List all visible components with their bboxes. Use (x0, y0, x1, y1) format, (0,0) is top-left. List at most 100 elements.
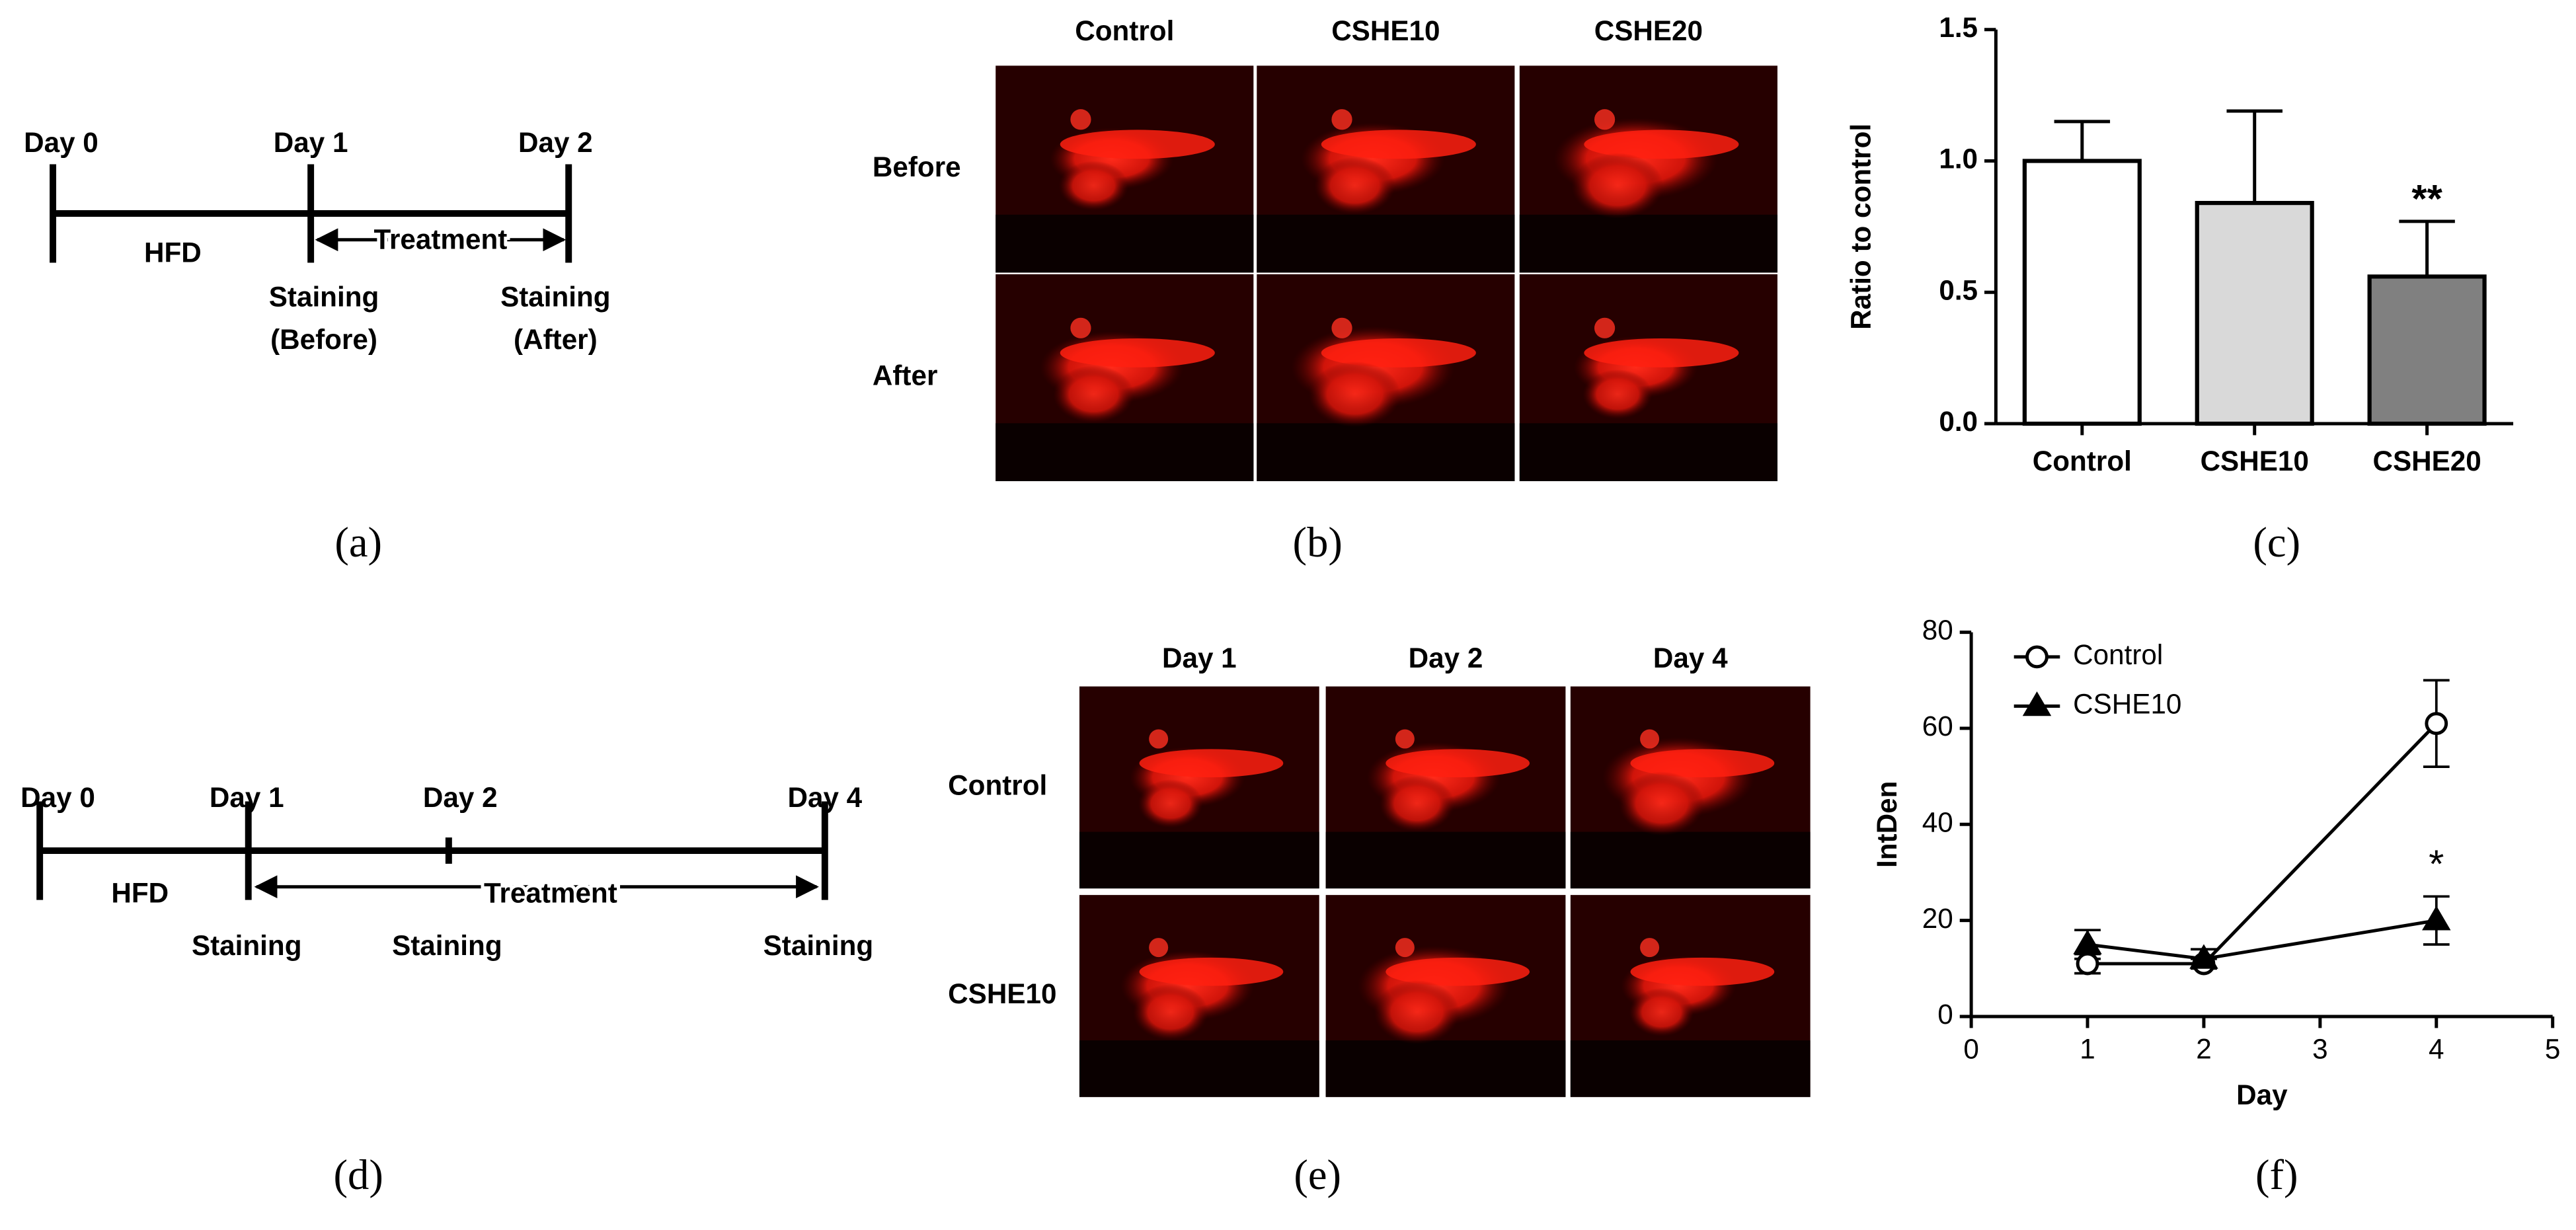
legend-label: CSHE10 (2073, 689, 2181, 720)
fluorescence (1053, 365, 1134, 424)
micrograph (1519, 65, 1777, 273)
phase-label: HFD (111, 877, 169, 908)
marker (2025, 645, 2049, 669)
column-header: Day 1 (1162, 642, 1237, 673)
micrograph (1079, 686, 1319, 889)
fluorescence (1314, 157, 1395, 215)
y-tick-label: 0 (1937, 999, 1953, 1030)
day-label: Day 2 (423, 782, 498, 813)
y-tick-label: 20 (1922, 903, 1953, 934)
image-shade (1519, 214, 1777, 273)
panel-label: (d) (334, 1151, 383, 1198)
marker (2425, 712, 2448, 736)
fluorescence (1321, 130, 1476, 159)
fluorescence (1584, 338, 1739, 367)
fluorescence (1395, 729, 1415, 749)
marker (2189, 944, 2218, 969)
fluorescence (1594, 109, 1616, 130)
panel-label: (e) (1294, 1151, 1341, 1198)
x-tick-label: 1 (2080, 1033, 2095, 1064)
y-tick-label: 1.5 (1939, 12, 1978, 43)
fluorescence (1395, 938, 1415, 958)
day-label: Day 2 (518, 127, 593, 158)
y-tick-label: 40 (1922, 806, 1953, 837)
x-axis-label: Day (2236, 1079, 2288, 1110)
y-tick-label: 0.0 (1939, 406, 1978, 437)
x-tick-label: 0 (1963, 1033, 1978, 1064)
day-label: Day 0 (20, 782, 95, 813)
column-header: Day 4 (1653, 642, 1728, 673)
marker (2076, 952, 2099, 976)
panel-label: (b) (1293, 518, 1343, 566)
fluorescence (1584, 130, 1739, 159)
x-tick-label: Control (2033, 445, 2132, 477)
marker (2422, 905, 2451, 931)
micrograph (1257, 65, 1515, 273)
micrograph (1325, 686, 1566, 889)
fluorescence (1139, 957, 1284, 986)
micrograph (1325, 895, 1566, 1097)
staining-label: Staining (500, 281, 611, 312)
row-label: CSHE10 (948, 978, 1056, 1009)
day-label: Day 1 (274, 127, 348, 158)
staining-label: (After) (514, 324, 598, 355)
staining-label: Staining (763, 930, 874, 961)
panel-label: (a) (334, 518, 382, 566)
image-shade (1079, 831, 1319, 889)
fluorescence (1139, 749, 1284, 778)
bar (2195, 200, 2314, 426)
fluorescence (1571, 153, 1664, 219)
phase-label: Treatment (374, 223, 508, 254)
staining-label: (Before) (270, 324, 377, 355)
y-axis-label: IntDen (1871, 781, 1902, 868)
fluorescence (1594, 317, 1616, 338)
day-label: Day 4 (787, 782, 862, 813)
fluorescence (1379, 775, 1455, 832)
column-header: Day 2 (1409, 642, 1483, 673)
micrograph (1570, 686, 1811, 889)
fluorescence (1331, 109, 1352, 130)
image-shade (1257, 214, 1515, 273)
row-label: After (873, 360, 938, 391)
significance: ** (2411, 176, 2442, 221)
fluorescence (1070, 109, 1091, 130)
day-label: Day 0 (24, 127, 98, 158)
row-label: Before (873, 151, 961, 182)
image-shade (995, 214, 1254, 273)
fluorescence (1582, 369, 1653, 420)
fluorescence (1629, 987, 1694, 1037)
day-label: Day 1 (210, 782, 284, 813)
x-tick-label: 5 (2545, 1033, 2560, 1064)
x-tick-label: CSHE20 (2372, 445, 2481, 477)
fluorescence (1640, 938, 1660, 958)
marker (2073, 929, 2102, 954)
x-tick-label: 2 (2196, 1033, 2211, 1064)
fluorescence (1374, 980, 1460, 1044)
image-shade (1570, 1040, 1811, 1097)
image-shade (1257, 423, 1515, 482)
x-tick-label: 3 (2312, 1033, 2327, 1064)
fluorescence (1060, 130, 1215, 159)
micrograph (1079, 895, 1319, 1097)
panel-label: (c) (2253, 518, 2300, 566)
micrograph (1257, 274, 1515, 482)
fluorescence (1630, 749, 1775, 778)
fluorescence (1149, 938, 1169, 958)
micrograph (1570, 895, 1811, 1097)
x-tick-label: 4 (2429, 1033, 2444, 1064)
y-tick-label: 60 (1922, 711, 1953, 742)
micrograph (995, 65, 1254, 273)
y-axis-label: Ratio to control (1845, 124, 1876, 330)
y-tick-label: 1.0 (1939, 143, 1978, 174)
series-line (2087, 919, 2437, 961)
micrograph (995, 274, 1254, 482)
panel-label: (f) (2255, 1151, 2298, 1198)
fluorescence (1058, 161, 1129, 211)
fluorescence (1132, 983, 1208, 1040)
fluorescence (1060, 338, 1215, 367)
y-tick-label: 0.5 (1939, 274, 1978, 305)
fluorescence (1331, 317, 1352, 338)
fluorescence (1386, 749, 1530, 778)
